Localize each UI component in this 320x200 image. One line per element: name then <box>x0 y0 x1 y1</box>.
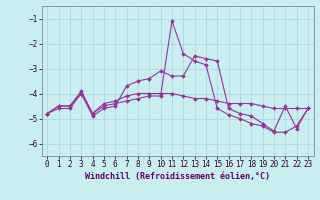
X-axis label: Windchill (Refroidissement éolien,°C): Windchill (Refroidissement éolien,°C) <box>85 172 270 181</box>
